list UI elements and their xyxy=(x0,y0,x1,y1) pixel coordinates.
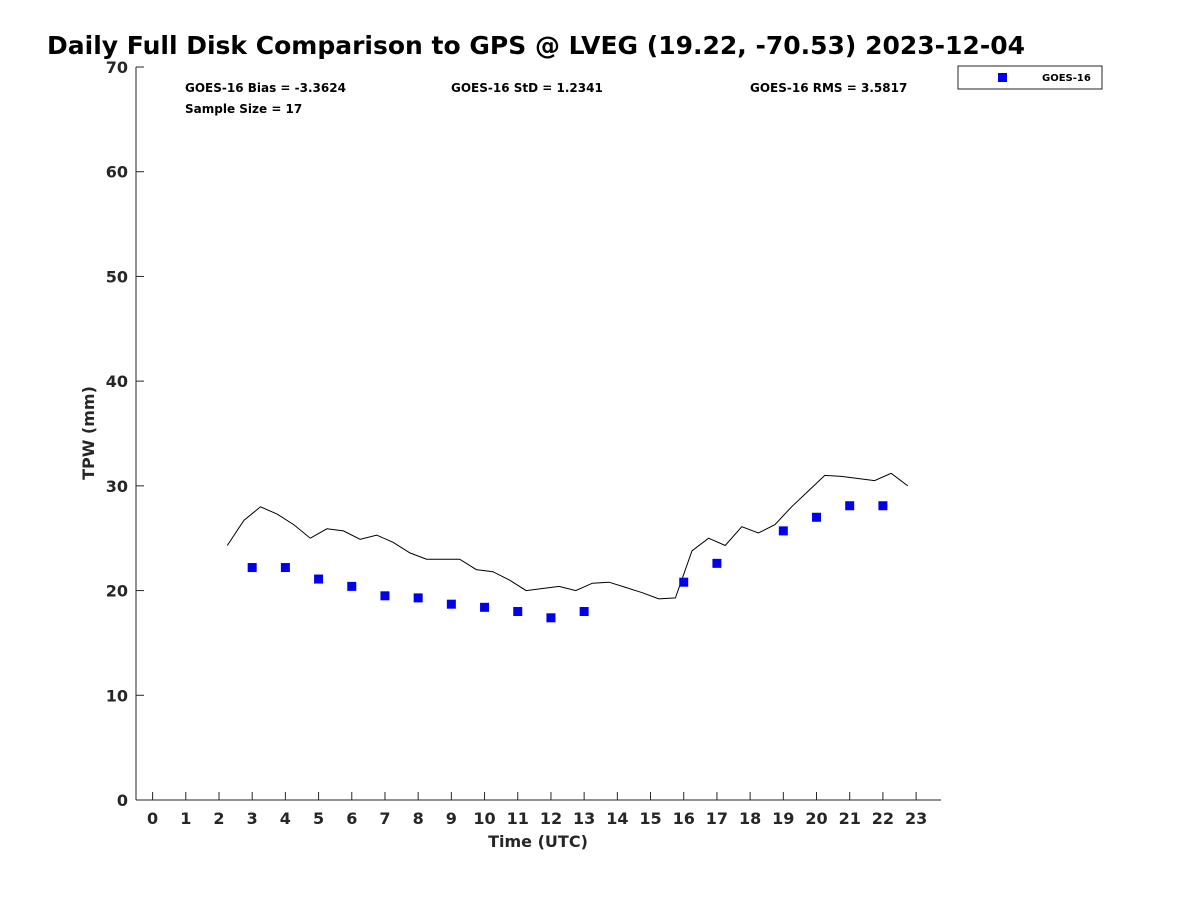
goes16-point xyxy=(347,581,357,591)
goes16-point xyxy=(446,599,456,609)
y-tick-label: 40 xyxy=(106,372,128,391)
chart-title: Daily Full Disk Comparison to GPS @ LVEG… xyxy=(47,31,1025,60)
x-tick-label: 1 xyxy=(180,809,191,828)
x-tick-label: 2 xyxy=(213,809,224,828)
goes16-point xyxy=(812,512,822,522)
x-tick-label: 22 xyxy=(872,809,894,828)
goes16-point xyxy=(413,593,423,603)
goes16-point xyxy=(546,613,556,623)
goes16-point xyxy=(878,501,888,511)
y-axis-label: TPW (mm) xyxy=(79,386,98,480)
legend: GOES-16 xyxy=(957,65,1103,90)
x-tick-label: 17 xyxy=(706,809,728,828)
x-tick-label: 16 xyxy=(673,809,695,828)
y-tick-label: 20 xyxy=(106,582,128,601)
x-tick-label: 13 xyxy=(573,809,595,828)
x-tick-label: 9 xyxy=(446,809,457,828)
gps-reference-line xyxy=(226,472,909,600)
x-tick-label: 15 xyxy=(639,809,661,828)
x-tick-label: 4 xyxy=(280,809,291,828)
x-tick-label: 3 xyxy=(247,809,258,828)
sample-size-stat: Sample Size = 17 xyxy=(185,102,302,116)
x-tick-label: 18 xyxy=(739,809,761,828)
y-tick-label: 60 xyxy=(106,163,128,182)
legend-label: GOES-16 xyxy=(1042,73,1091,84)
x-ticks: 0 1 2 3 4 5 6 7 8 9 10 11 12 13 14 15 16 17 18 19 20 21 22 23 xyxy=(147,792,927,828)
x-tick-label: 20 xyxy=(805,809,827,828)
goes16-point xyxy=(314,574,324,584)
y-tick-label: 30 xyxy=(106,477,128,496)
std-stat: GOES-16 StD = 1.2341 xyxy=(451,81,603,95)
goes16-point xyxy=(778,526,788,536)
x-tick-label: 19 xyxy=(772,809,794,828)
x-tick-label: 10 xyxy=(473,809,495,828)
legend-box xyxy=(957,65,1103,90)
goes16-point xyxy=(579,607,589,617)
goes16-point xyxy=(712,558,722,568)
goes16-point xyxy=(845,501,855,511)
x-tick-label: 14 xyxy=(606,809,628,828)
goes16-point xyxy=(480,602,490,612)
y-tick-label: 50 xyxy=(106,267,128,286)
bias-stat: GOES-16 Bias = -3.3624 xyxy=(185,81,346,95)
y-tick-label: 0 xyxy=(117,791,128,810)
x-axis-label: Time (UTC) xyxy=(488,832,588,851)
x-tick-label: 21 xyxy=(839,809,861,828)
y-tick-label: 70 xyxy=(106,58,128,77)
x-tick-label: 23 xyxy=(905,809,927,828)
x-tick-label: 0 xyxy=(147,809,158,828)
goes16-point xyxy=(247,563,257,573)
x-tick-label: 11 xyxy=(507,809,529,828)
rms-stat: GOES-16 RMS = 3.5817 xyxy=(750,81,907,95)
x-tick-label: 7 xyxy=(379,809,390,828)
y-ticks: 0 10 20 30 40 50 60 70 xyxy=(106,58,144,810)
legend-marker xyxy=(998,73,1007,82)
goes16-point xyxy=(513,607,523,617)
goes16-point xyxy=(679,577,689,587)
x-tick-label: 8 xyxy=(413,809,424,828)
goes16-points xyxy=(247,501,888,623)
x-tick-label: 5 xyxy=(313,809,324,828)
y-tick-label: 10 xyxy=(106,686,128,705)
x-tick-label: 12 xyxy=(540,809,562,828)
x-tick-label: 6 xyxy=(346,809,357,828)
goes16-point xyxy=(280,563,290,573)
goes16-point xyxy=(380,591,390,601)
